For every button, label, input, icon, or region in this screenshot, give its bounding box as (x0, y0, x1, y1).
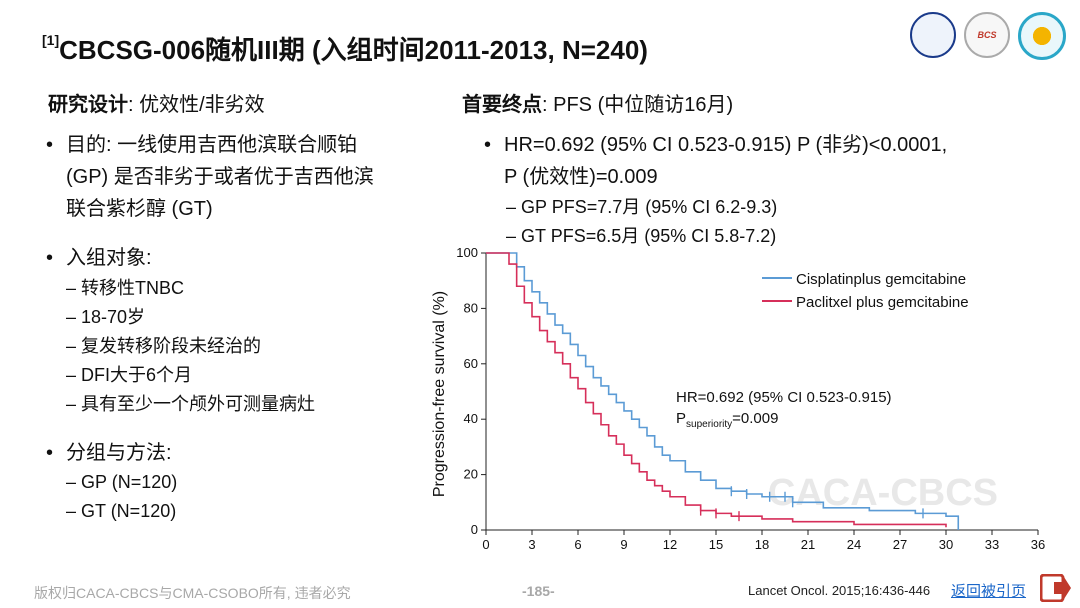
legend: Cisplatinplus gemcitabine Paclitxel plus… (762, 271, 969, 311)
x-tick-label: 36 (1031, 537, 1045, 552)
primary-endpoint-heading: 首要终点: PFS (中位随访16月) (462, 94, 734, 116)
purpose-bullet: • 目的: 一线使用吉西他滨联合顺铂 (GP) 是否非劣于或者优于吉西他滨 联合… (46, 129, 426, 225)
list-item: DFI大于6个月 (66, 361, 315, 390)
list-item: 复发转移阶段未经治的 (66, 332, 315, 361)
legend-label-gt: Paclitxel plus gemcitabine (796, 294, 969, 311)
y-tick-label: 0 (471, 522, 478, 537)
y-axis-label: Progression-free survival (%) (431, 291, 448, 497)
page-number: -185- (522, 583, 555, 599)
x-tick-label: 9 (620, 537, 627, 552)
copyright-text: 版权归CACA-CBCS与CMA-CSOBO所有, 违者必究 (34, 585, 351, 601)
back-link[interactable]: 返回被引页 (951, 583, 1027, 600)
pfs-list: GP PFS=7.7月 (95% CI 6.2-9.3) GT PFS=6.5月… (506, 193, 777, 251)
purpose-line-2: (GP) 是否非劣于或者优于吉西他滨 (66, 166, 374, 188)
list-item: 具有至少一个颅外可测量病灶 (66, 390, 315, 419)
bcs-logo: BCS (964, 12, 1010, 58)
purpose-line-3: 联合紫杉醇 (GT) (66, 198, 213, 220)
x-tick-label: 21 (801, 537, 815, 552)
list-item: 18-70岁 (66, 303, 315, 332)
x-tick-label: 24 (847, 537, 861, 552)
list-item: GT PFS=6.5月 (95% CI 5.8-7.2) (506, 222, 777, 251)
x-tick-label: 3 (528, 537, 535, 552)
x-tick-label: 6 (574, 537, 581, 552)
ribbon-logo (1018, 12, 1066, 60)
x-tick-label: 30 (939, 537, 953, 552)
page-title: [1]CBCSG-006随机III期 (入组时间2011-2013, N=240… (42, 30, 648, 67)
hr-bullet: • HR=0.692 (95% CI 0.523-0.915) P (非劣)<0… (484, 129, 1044, 193)
legend-label-gp: Cisplatinplus gemcitabine (796, 271, 966, 288)
subjects-heading: 入组对象: (66, 247, 152, 269)
y-tick-label: 40 (464, 411, 478, 426)
reference-number: [1] (42, 32, 60, 49)
logos: BCS (910, 12, 1066, 60)
x-tick-label: 15 (709, 537, 723, 552)
reference-citation: Lancet Oncol. 2015;16:436-446 (748, 583, 931, 598)
y-tick-label: 20 (464, 467, 478, 482)
x-tick-label: 12 (663, 537, 677, 552)
y-tick-label: 60 (464, 356, 478, 371)
study-design-heading: 研究设计: 优效性/非劣效 (48, 94, 265, 116)
hr-line-2: P (优效性)=0.009 (504, 166, 658, 188)
subjects-list: 转移性TNBC 18-70岁 复发转移阶段未经治的 DFI大于6个月 具有至少一… (66, 274, 315, 419)
x-tick-label: 0 (482, 537, 489, 552)
p-annotation: Psuperiority=0.009 (676, 410, 778, 430)
groups-list: GP (N=120) GT (N=120) (66, 468, 177, 526)
groups-heading: 分组与方法: (66, 442, 172, 464)
y-tick-label: 100 (456, 245, 478, 260)
x-tick-label: 18 (755, 537, 769, 552)
series-line-gt (486, 252, 947, 528)
pfs-km-chart: CACA-CBCS 0 3 6 9 12 15 18 21 24 27 30 33 3602040608… (431, 245, 1045, 552)
hr-line-1: HR=0.692 (95% CI 0.523-0.915) P (非劣)<0.0… (504, 134, 948, 156)
watermark: CACA-CBCS (768, 472, 998, 514)
x-tick-label: 27 (893, 537, 907, 552)
y-tick-label: 80 (464, 300, 478, 315)
title-text: CBCSG-006随机III期 (入组时间2011-2013, N=240) (59, 35, 648, 65)
back-arrow-icon[interactable] (1040, 574, 1072, 602)
list-item: GP (N=120) (66, 468, 177, 497)
x-tick-label: 33 (985, 537, 999, 552)
list-item: 转移性TNBC (66, 274, 315, 303)
groups-bullet: • 分组与方法: (46, 437, 426, 469)
society-logo (910, 12, 956, 58)
list-item: GP PFS=7.7月 (95% CI 6.2-9.3) (506, 193, 777, 222)
subjects-bullet: • 入组对象: (46, 242, 426, 274)
list-item: GT (N=120) (66, 497, 177, 526)
purpose-line-1: 目的: 一线使用吉西他滨联合顺铂 (66, 134, 358, 156)
hr-annotation: HR=0.692 (95% CI 0.523-0.915) (676, 389, 892, 406)
series-group (486, 252, 960, 530)
